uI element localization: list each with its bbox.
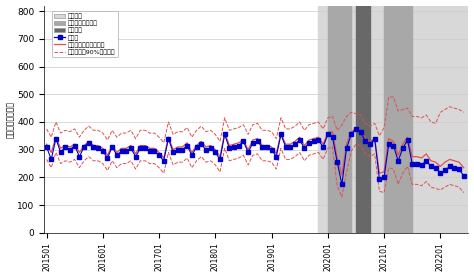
Bar [328,6,351,233]
Legend: 予測期間, 緊急事態宣言期間, 禁止期間, 実現値, モデル予測（中央値）, モデル予測90%信頼区間: 予測期間, 緊急事態宣言期間, 禁止期間, 実現値, モデル予測（中央値）, モ… [52,11,118,57]
Y-axis label: 倒産件数（月次）: 倒産件数（月次） [6,101,15,138]
Bar [319,6,468,233]
Bar [356,6,370,233]
Bar [384,6,412,233]
